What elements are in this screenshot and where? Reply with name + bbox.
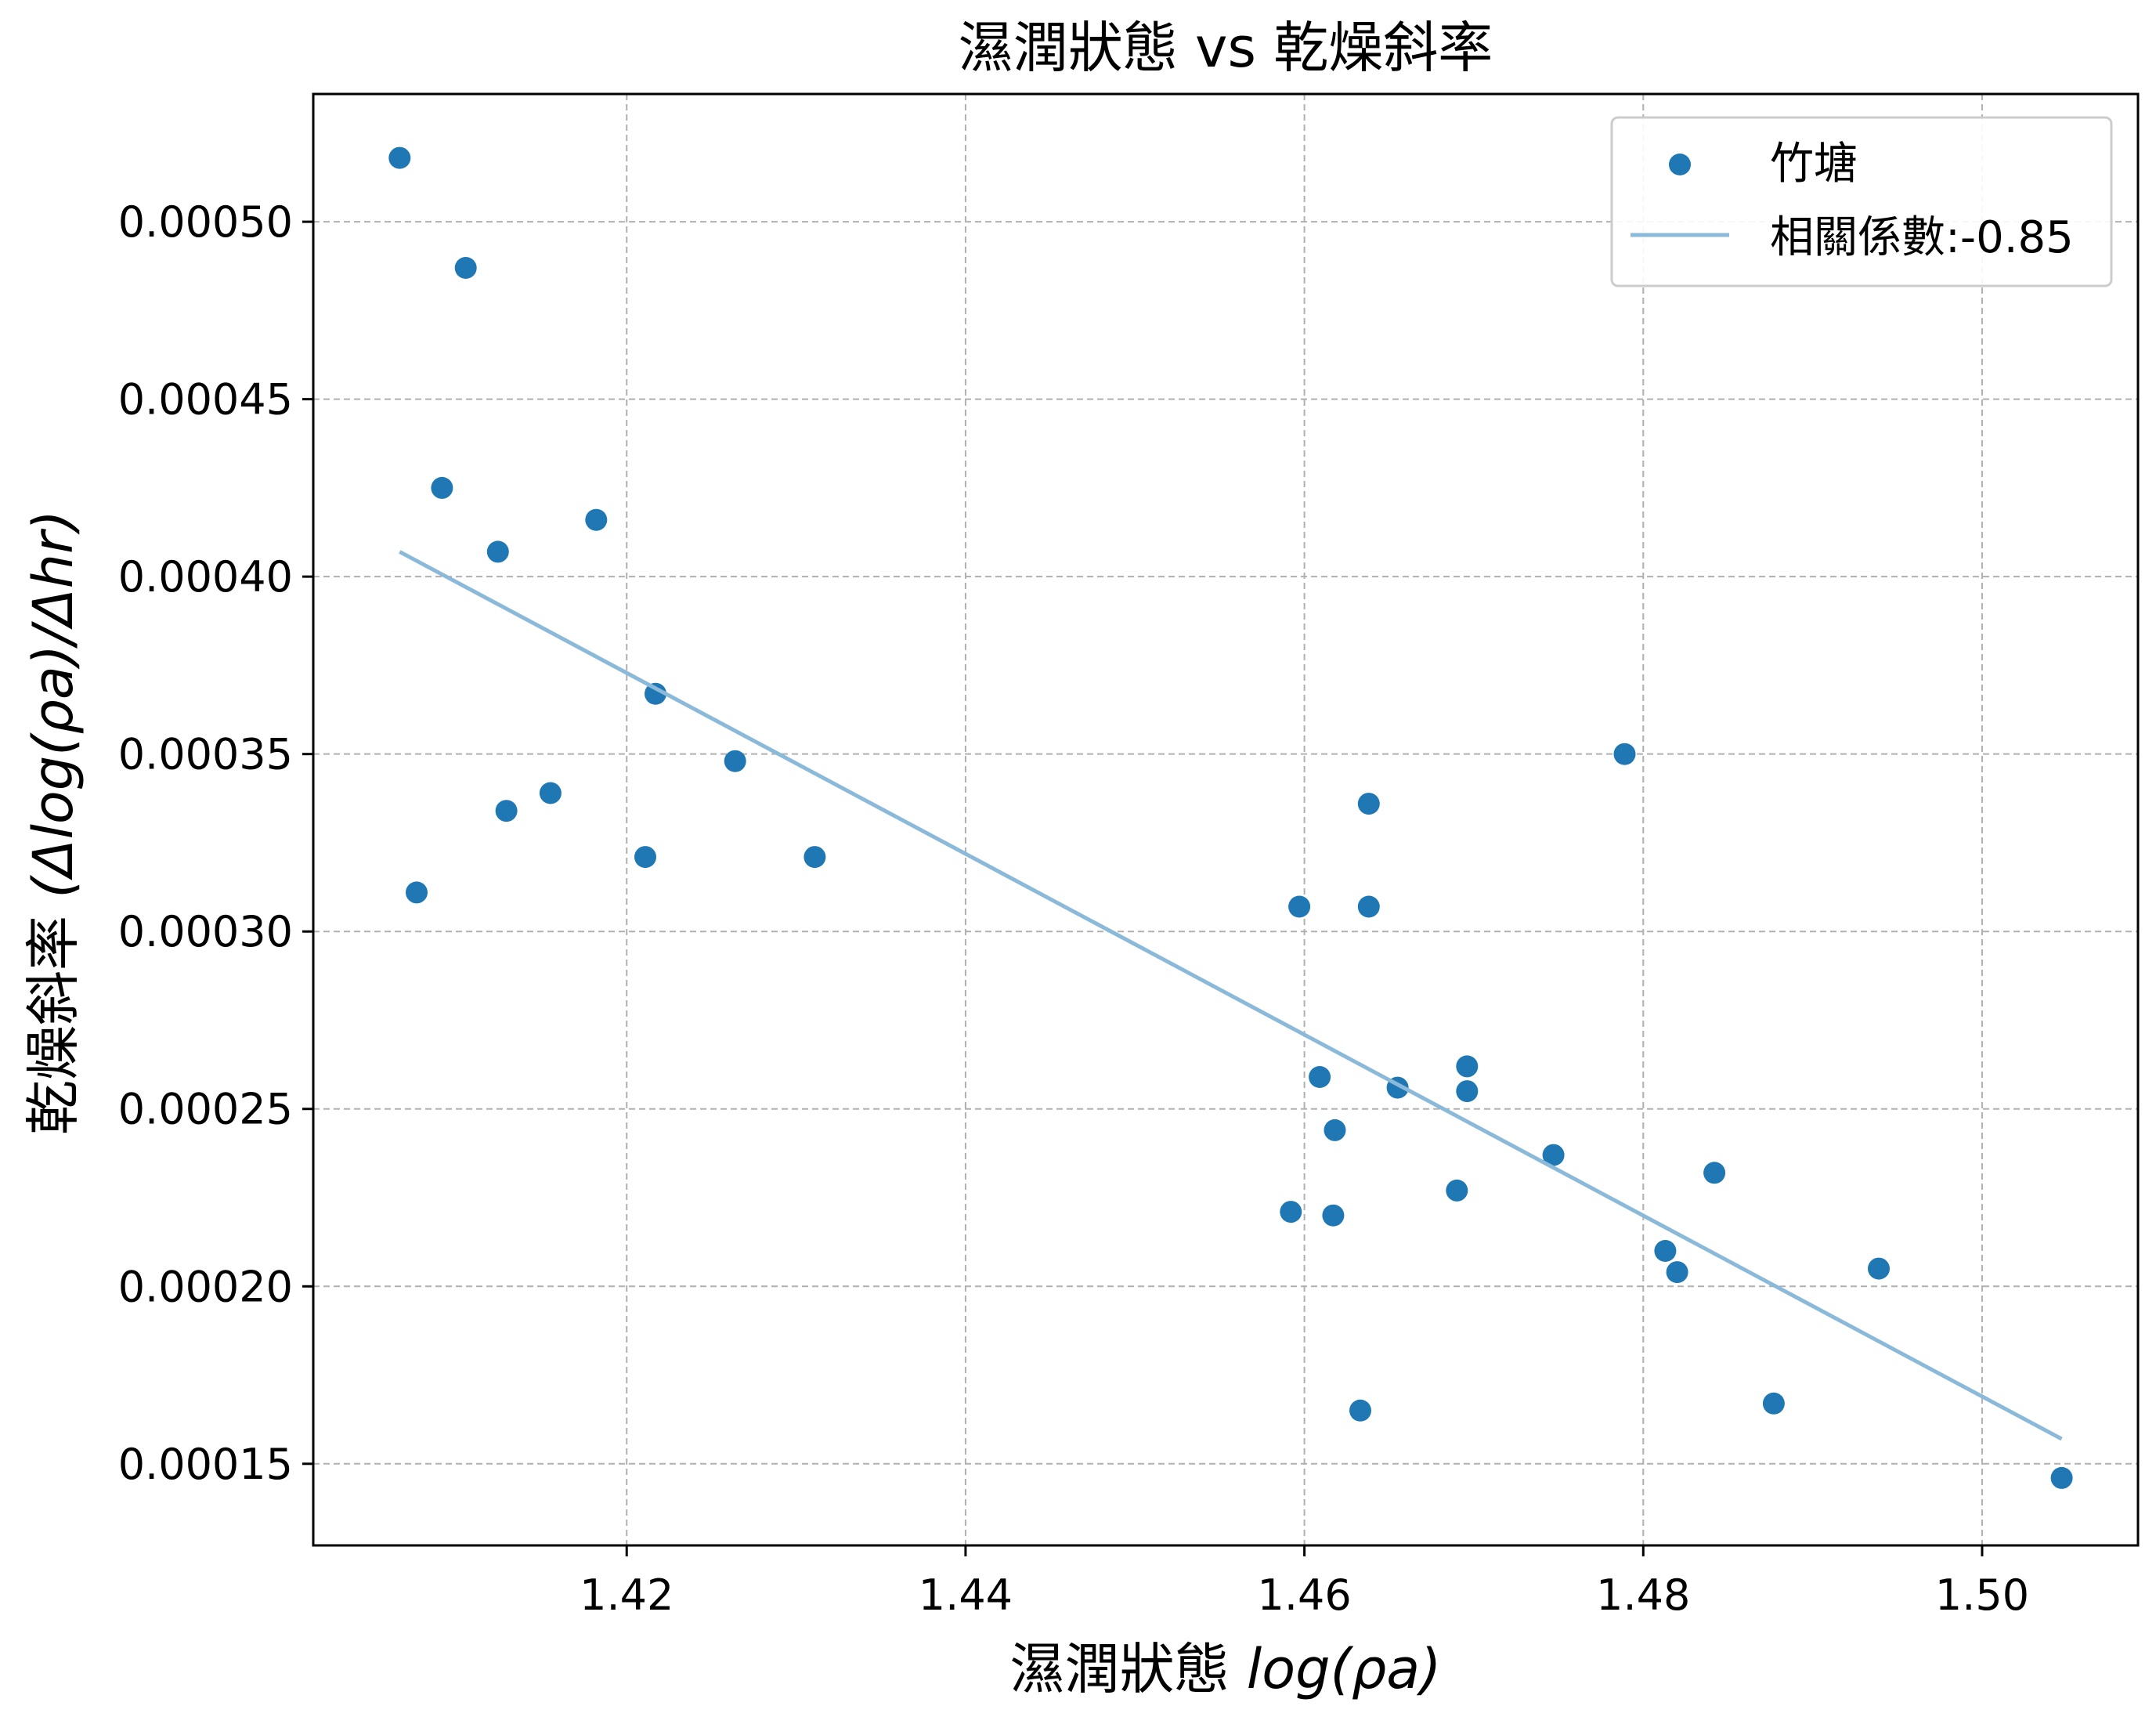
legend: 竹塘 相關係數:-0.85 bbox=[1610, 116, 2113, 287]
scatter-point bbox=[1324, 1119, 1346, 1141]
y-tick-label: 0.00025 bbox=[118, 1085, 293, 1134]
scatter-point bbox=[539, 782, 562, 804]
scatter-point bbox=[495, 800, 518, 822]
scatter-point bbox=[406, 881, 428, 904]
axis-ticks: 1.42 1.44 1.46 1.48 1.50 0.00015 0.00020 0.0002… bbox=[118, 197, 2029, 1620]
scatter-point bbox=[388, 146, 411, 169]
scatter-point bbox=[1868, 1257, 1890, 1280]
scatter-point bbox=[1280, 1201, 1302, 1223]
x-tick-label: 1.42 bbox=[580, 1570, 674, 1620]
scatter-point bbox=[1309, 1066, 1331, 1088]
scatter-point bbox=[1542, 1144, 1565, 1166]
scatter-point bbox=[454, 257, 477, 279]
y-tick-label: 0.00030 bbox=[118, 907, 293, 956]
scatter-point bbox=[1666, 1261, 1688, 1284]
y-axis-label-math: (Δlog(ρa)/Δhr) bbox=[21, 510, 85, 898]
y-axis-label: 乾燥斜率 (Δlog(ρa)/Δhr) bbox=[21, 510, 85, 1135]
y-tick-label: 0.00015 bbox=[118, 1440, 293, 1489]
x-tick-label: 1.48 bbox=[1596, 1570, 1690, 1620]
scatter-point bbox=[634, 846, 656, 869]
scatter-point bbox=[486, 540, 509, 563]
scatter-point bbox=[585, 508, 608, 531]
x-axis-label-math: log(ρa) bbox=[1247, 1637, 1442, 1701]
y-tick-label: 0.00020 bbox=[118, 1262, 293, 1311]
scatter-point bbox=[1349, 1399, 1371, 1422]
scatter-point bbox=[645, 682, 666, 705]
scatter-point bbox=[1288, 895, 1311, 918]
x-tick-label: 1.50 bbox=[1935, 1570, 2029, 1620]
scatter-point bbox=[1456, 1055, 1479, 1078]
scatter-point bbox=[1703, 1162, 1726, 1184]
x-tick-label: 1.44 bbox=[919, 1570, 1013, 1620]
x-axis-label: 濕潤狀態 log(ρa) bbox=[1010, 1637, 1442, 1701]
y-axis-label-prefix: 乾燥斜率 bbox=[21, 898, 85, 1135]
scatter-point bbox=[1446, 1179, 1468, 1202]
y-tick-label: 0.00050 bbox=[118, 197, 293, 247]
scatter-point bbox=[1613, 743, 1636, 765]
scatter-point bbox=[804, 846, 826, 869]
legend-marker-scatter bbox=[1669, 154, 1691, 175]
scatter-point bbox=[1762, 1392, 1785, 1415]
chart-title: 濕潤狀態 vs 乾燥斜率 bbox=[959, 16, 1493, 80]
scatter-point bbox=[1357, 895, 1380, 918]
scatter-point bbox=[1654, 1240, 1677, 1262]
data-layer bbox=[388, 146, 2073, 1489]
y-tick-label: 0.00040 bbox=[118, 552, 293, 602]
scatter-point bbox=[1322, 1204, 1345, 1227]
scatter-point bbox=[431, 476, 453, 499]
x-tick-label: 1.46 bbox=[1257, 1570, 1351, 1620]
scatter-point bbox=[2050, 1466, 2073, 1489]
legend-box bbox=[1610, 116, 2113, 287]
legend-label-scatter: 竹塘 bbox=[1770, 139, 1858, 190]
legend-label-line: 相關係數:-0.85 bbox=[1770, 212, 2074, 263]
regression-line bbox=[399, 550, 2063, 1441]
plot-area-frame bbox=[312, 92, 2140, 1547]
x-axis-label-prefix: 濕潤狀態 bbox=[1010, 1637, 1247, 1701]
y-tick-label: 0.00035 bbox=[118, 730, 293, 779]
scatter-point bbox=[1456, 1080, 1479, 1103]
scatter-point bbox=[724, 750, 746, 772]
scatter-point bbox=[1357, 793, 1380, 815]
y-tick-label: 0.00045 bbox=[118, 375, 293, 425]
